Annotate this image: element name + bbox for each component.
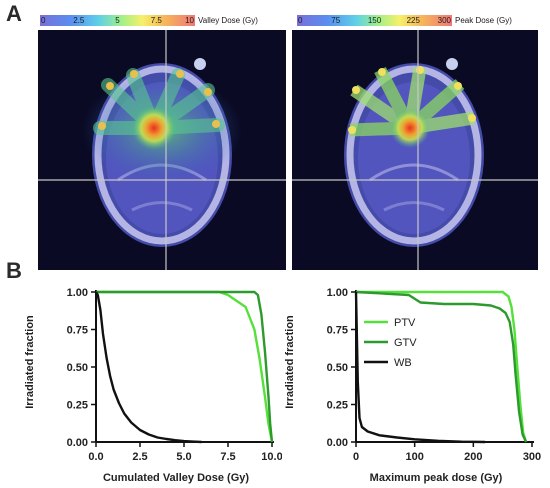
y-tick-label: 0.50 — [67, 362, 88, 374]
peak-colorbar-tick: 0 — [298, 16, 303, 25]
valley-colorbar-tick: 5 — [115, 16, 120, 25]
valley-dose-colorbar: 0 2.5 5 7.5 10 Valley Dose (Gy) — [40, 15, 258, 26]
x-tick-label: 100 — [405, 451, 423, 463]
y-tick-label: 0.00 — [327, 437, 348, 449]
peak-dose-histogram: 0.00 0.25 0.50 0.75 1.00 0 100 200 300 Irradiate… — [284, 287, 541, 484]
x-tick-label: 200 — [464, 451, 482, 463]
legend-label-ptv: PTV — [394, 317, 416, 329]
peak-colorbar-gradient: 0 75 150 225 300 — [297, 15, 452, 26]
y-tick-label: 0.75 — [327, 325, 348, 337]
peak-colorbar-tick: 225 — [406, 16, 420, 25]
y-axis-label: Irradiated fraction — [24, 315, 36, 409]
peak-colorbar-tick: 300 — [437, 16, 451, 25]
gtv-series-line — [355, 290, 528, 443]
valley-dose-histogram: 0.00 0.25 0.50 0.75 1.00 0.0 2.5 5.0 7.5 10.0 Irr… — [24, 287, 282, 484]
y-tick-label: 0.00 — [67, 437, 88, 449]
x-tick-label: 10.0 — [261, 451, 282, 463]
valley-dose-ct-image — [38, 30, 286, 270]
valley-colorbar-gradient: 0 2.5 5 7.5 10 — [40, 15, 195, 26]
y-axis-label: Irradiated fraction — [284, 315, 296, 409]
x-tick-label: 5.0 — [176, 451, 191, 463]
y-tick-label: 0.50 — [327, 362, 348, 374]
legend-label-wb: WB — [394, 357, 412, 369]
x-tick-label: 0 — [353, 451, 359, 463]
wb-series-line — [94, 291, 202, 444]
peak-colorbar-tick: 150 — [367, 16, 382, 25]
x-tick-label: 300 — [523, 451, 541, 463]
x-tick-label: 7.5 — [220, 451, 235, 463]
wb-series-line — [354, 291, 486, 444]
peak-dose-colorbar: 0 75 150 225 300 Peak Dose (Gy) — [297, 15, 512, 26]
valley-colorbar-tick: 10 — [185, 16, 194, 25]
peak-colorbar-tick: 75 — [331, 16, 341, 25]
x-axis-label: Cumulated Valley Dose (Gy) — [103, 472, 249, 484]
peak-colorbar-title: Peak Dose (Gy) — [455, 16, 512, 25]
x-axis-label: Maximum peak dose (Gy) — [370, 472, 503, 484]
valley-colorbar-tick: 0 — [41, 16, 46, 25]
x-tick-label: 2.5 — [132, 451, 147, 463]
x-tick-label: 0.0 — [88, 451, 103, 463]
y-tick-label: 1.00 — [67, 287, 88, 299]
peak-dose-ct-image — [292, 30, 538, 270]
legend-label-gtv: GTV — [394, 337, 417, 349]
y-tick-label: 1.00 — [327, 287, 348, 299]
valley-colorbar-title: Valley Dose (Gy) — [198, 16, 258, 25]
panel-label-b: B — [6, 258, 22, 283]
y-tick-label: 0.75 — [67, 325, 88, 337]
ptv-series-line — [96, 290, 274, 443]
panel-label-a: A — [6, 1, 22, 26]
gtv-series-line — [96, 290, 274, 443]
ptv-series-line — [356, 290, 528, 443]
y-tick-label: 0.25 — [67, 400, 88, 412]
legend: PTV GTV WB — [364, 317, 417, 369]
valley-colorbar-tick: 7.5 — [150, 16, 162, 25]
y-tick-label: 0.25 — [327, 400, 348, 412]
valley-colorbar-tick: 2.5 — [73, 16, 85, 25]
